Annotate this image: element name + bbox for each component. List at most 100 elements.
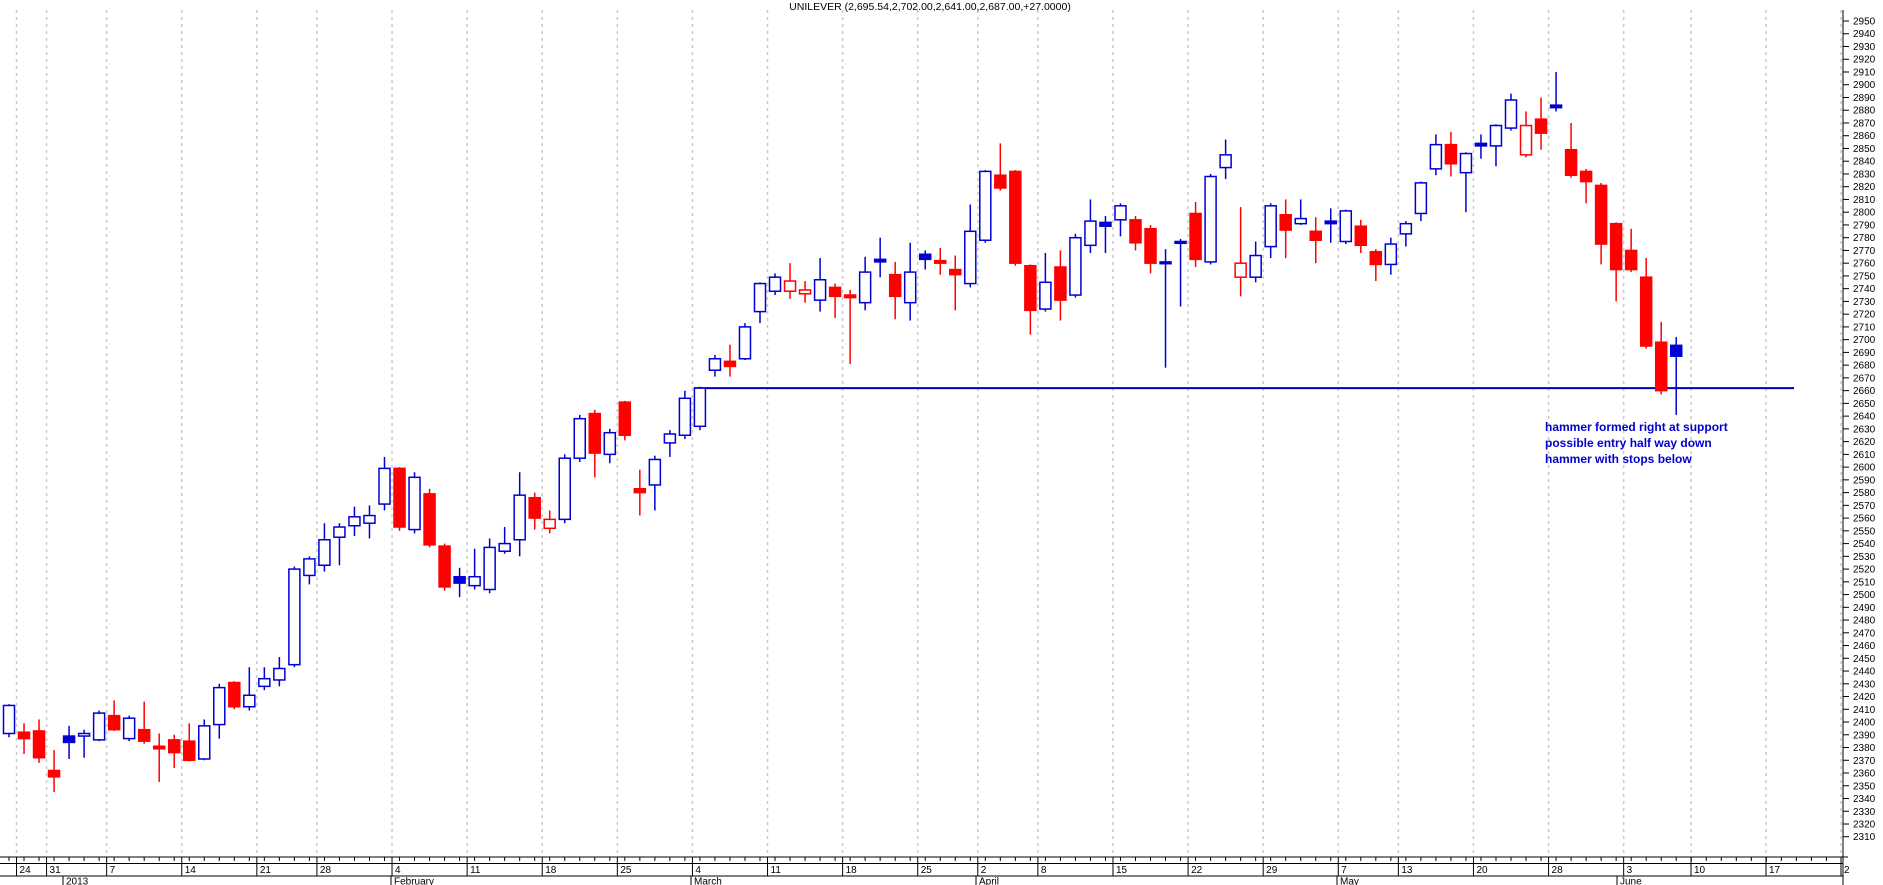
svg-text:8: 8	[1041, 865, 1047, 876]
svg-text:2013: 2013	[66, 877, 89, 885]
svg-text:May: May	[1340, 877, 1359, 885]
svg-text:2470: 2470	[1853, 628, 1876, 639]
svg-text:2670: 2670	[1853, 373, 1876, 384]
svg-text:2920: 2920	[1853, 55, 1876, 66]
svg-text:March: March	[694, 877, 722, 885]
svg-text:15: 15	[1116, 865, 1128, 876]
svg-text:22: 22	[1191, 865, 1203, 876]
svg-text:2940: 2940	[1853, 29, 1876, 40]
annotation-line-2: possible entry half way down	[1545, 436, 1712, 450]
annotation-line-1: hammer formed right at support	[1545, 420, 1728, 434]
svg-text:2360: 2360	[1853, 769, 1876, 780]
svg-text:2720: 2720	[1853, 310, 1876, 321]
svg-text:2460: 2460	[1853, 641, 1876, 652]
svg-text:20: 20	[1476, 865, 1488, 876]
svg-text:2600: 2600	[1853, 463, 1876, 474]
svg-text:2420: 2420	[1853, 692, 1876, 703]
y-axis: 2950294029302920291029002890288028702860…	[1842, 10, 1876, 857]
svg-text:2830: 2830	[1853, 169, 1876, 180]
svg-text:2640: 2640	[1853, 412, 1876, 423]
svg-text:2440: 2440	[1853, 667, 1876, 678]
svg-text:2370: 2370	[1853, 756, 1876, 767]
svg-text:2800: 2800	[1853, 208, 1876, 219]
svg-text:2330: 2330	[1853, 807, 1876, 818]
svg-text:21: 21	[260, 865, 272, 876]
svg-text:2930: 2930	[1853, 42, 1876, 53]
svg-text:18: 18	[846, 865, 858, 876]
svg-text:2900: 2900	[1853, 80, 1876, 91]
svg-text:2520: 2520	[1853, 565, 1876, 576]
svg-text:2: 2	[981, 865, 987, 876]
svg-text:2710: 2710	[1853, 322, 1876, 333]
support-annotation: hammer formed right at support possible …	[1545, 419, 1728, 467]
svg-text:2320: 2320	[1853, 819, 1876, 830]
svg-text:2690: 2690	[1853, 348, 1876, 359]
svg-text:2510: 2510	[1853, 577, 1876, 588]
svg-text:2610: 2610	[1853, 450, 1876, 461]
svg-text:4: 4	[395, 865, 401, 876]
svg-text:2310: 2310	[1853, 832, 1876, 843]
candles	[2, 71, 1683, 793]
svg-text:2850: 2850	[1853, 144, 1876, 155]
svg-text:2870: 2870	[1853, 118, 1876, 129]
svg-text:2810: 2810	[1853, 195, 1876, 206]
svg-text:14: 14	[185, 865, 197, 876]
svg-text:2540: 2540	[1853, 539, 1876, 550]
svg-text:2380: 2380	[1853, 743, 1876, 754]
svg-text:2840: 2840	[1853, 157, 1876, 168]
chart-title: UNILEVER (2,695.54,2,702.00,2,641.00,2,6…	[789, 1, 1071, 13]
svg-text:2: 2	[1844, 865, 1850, 876]
svg-text:18: 18	[545, 865, 557, 876]
svg-text:2340: 2340	[1853, 794, 1876, 805]
gridlines	[15, 10, 1842, 856]
svg-text:2560: 2560	[1853, 514, 1876, 525]
svg-text:2390: 2390	[1853, 730, 1876, 741]
svg-text:2410: 2410	[1853, 705, 1876, 716]
svg-text:2730: 2730	[1853, 297, 1876, 308]
svg-text:17: 17	[1769, 865, 1781, 876]
svg-text:2780: 2780	[1853, 233, 1876, 244]
svg-text:2880: 2880	[1853, 106, 1876, 117]
svg-text:25: 25	[620, 865, 632, 876]
svg-text:2630: 2630	[1853, 424, 1876, 435]
svg-text:2350: 2350	[1853, 781, 1876, 792]
svg-text:2400: 2400	[1853, 718, 1876, 729]
svg-text:2760: 2760	[1853, 259, 1876, 270]
svg-text:4: 4	[695, 865, 701, 876]
svg-text:2430: 2430	[1853, 679, 1876, 690]
svg-text:2590: 2590	[1853, 475, 1876, 486]
annotation-line-3: hammer with stops below	[1545, 452, 1692, 466]
svg-text:2750: 2750	[1853, 271, 1876, 282]
svg-text:2820: 2820	[1853, 182, 1876, 193]
svg-text:2650: 2650	[1853, 399, 1876, 410]
svg-text:June: June	[1620, 877, 1642, 885]
svg-text:2950: 2950	[1853, 17, 1876, 28]
svg-text:28: 28	[320, 865, 332, 876]
svg-text:2790: 2790	[1853, 220, 1876, 231]
svg-text:29: 29	[1266, 865, 1278, 876]
svg-text:2490: 2490	[1853, 603, 1876, 614]
svg-text:April: April	[979, 877, 999, 885]
svg-text:2910: 2910	[1853, 67, 1876, 78]
svg-text:2770: 2770	[1853, 246, 1876, 257]
svg-text:February: February	[394, 877, 434, 885]
svg-text:2860: 2860	[1853, 131, 1876, 142]
svg-text:2890: 2890	[1853, 93, 1876, 104]
svg-text:11: 11	[771, 865, 782, 876]
svg-text:28: 28	[1552, 865, 1564, 876]
svg-text:2680: 2680	[1853, 361, 1876, 372]
svg-text:7: 7	[1341, 865, 1347, 876]
svg-text:2620: 2620	[1853, 437, 1876, 448]
svg-text:2700: 2700	[1853, 335, 1876, 346]
svg-text:2530: 2530	[1853, 552, 1876, 563]
svg-text:25: 25	[921, 865, 933, 876]
svg-text:2740: 2740	[1853, 284, 1876, 295]
x-axis: 24 31 7 14 21 28 4 11 18 25 4 11 18 25 2 8 15 22 29 7 13 20 28…	[0, 856, 1850, 885]
svg-text:2480: 2480	[1853, 616, 1876, 627]
svg-text:11: 11	[470, 865, 481, 876]
svg-text:2550: 2550	[1853, 526, 1876, 537]
svg-text:2450: 2450	[1853, 654, 1876, 665]
svg-text:2500: 2500	[1853, 590, 1876, 601]
svg-text:2580: 2580	[1853, 488, 1876, 499]
